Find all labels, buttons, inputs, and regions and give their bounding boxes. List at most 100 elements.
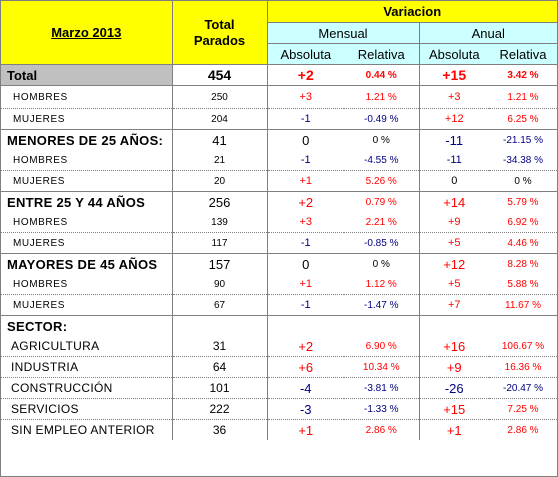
mensual-heading: Mensual — [267, 22, 420, 44]
total-value: 36 — [172, 419, 268, 440]
total-value: 31 — [172, 336, 268, 357]
anual-relativa-value: 3.42 % — [489, 64, 557, 86]
mensual-relativa-value: 0.44 % — [344, 64, 420, 86]
header-row-1: Marzo 2013 Total Parados Variacion — [1, 1, 557, 65]
header-row-2: Mensual Anual — [1, 22, 557, 44]
mensual-relativa-value: -0.85 % — [344, 232, 420, 254]
row-label: ENTRE 25 Y 44 AÑOS — [1, 191, 173, 212]
total-value — [172, 315, 268, 336]
mensual-relativa-value: 0 % — [344, 253, 420, 274]
mensual-relativa-value: -1.33 % — [344, 398, 420, 420]
row-label: SERVICIOS — [1, 398, 173, 420]
table-row-group: MENORES DE 25 AÑOS: 41 0 0 % -11 -21.15 … — [1, 129, 557, 150]
total-value: 454 — [172, 64, 268, 86]
anual-relativa-value: 16.36 % — [489, 356, 557, 378]
table-row-total: Total 454 +2 0.44 % +15 3.42 % — [1, 64, 557, 86]
anual-relativa-value: 6.92 % — [489, 212, 557, 233]
mensual-absoluta-value: -3 — [267, 398, 344, 420]
mensual-relativa-value: 0 % — [344, 129, 420, 150]
total-value: 41 — [172, 129, 268, 150]
header-row-3: Absoluta Relativa Absoluta Relativa — [1, 43, 557, 65]
mensual-relativa-value: 0.79 % — [344, 191, 420, 212]
anual-absoluta-value: +14 — [419, 191, 489, 212]
mensual-absoluta-value: +3 — [267, 85, 344, 109]
row-label: MUJERES — [1, 170, 173, 192]
anual-relativa-value: 4.46 % — [507, 237, 539, 249]
anual-absoluta-value: +12 — [444, 113, 464, 125]
anual-absoluta-value: +16 — [419, 336, 489, 357]
anual-relativa-value: 7.25 % — [489, 398, 557, 420]
row-label: HOMBRES — [1, 212, 173, 233]
mensual-absoluta-value: +6 — [267, 356, 344, 378]
mensual-absoluta-value: -1 — [267, 150, 344, 171]
table-row: MUJERES 67 -1 -1.47 % +7 11.67 % — [1, 294, 557, 316]
table-row: HOMBRES 21 -1 -4.55 % -11 -34.38 % — [1, 150, 557, 171]
mensual-relativa-value: -3.81 % — [344, 377, 420, 399]
mensual-relativa-value: 5.26 % — [344, 170, 420, 192]
total-value: 139 — [172, 212, 268, 233]
mensual-relativa-value: 1.12 % — [344, 274, 420, 295]
table-row: SERVICIOS 222 -3 -1.33 % +15 7.25 % — [1, 398, 557, 420]
anual-absoluta-value: +9 — [419, 356, 489, 378]
anual-absoluta-value: +5 — [447, 237, 461, 249]
mensual-absoluta-value: -1 — [300, 113, 311, 125]
mensual-absoluta-value: +2 — [267, 336, 344, 357]
mensual-absoluta-value: +3 — [267, 212, 344, 233]
table-row: MUJERES 204 -1 -0.49 % +12 6.25 % — [1, 108, 557, 130]
row-label: MAYORES DE 45 AÑOS — [1, 253, 173, 274]
total-value: 101 — [172, 377, 268, 399]
total-value: 64 — [172, 356, 268, 378]
anual-heading: Anual — [419, 22, 557, 44]
anual-absoluta-value: +15 — [419, 64, 489, 86]
mensual-absoluta-value: -1 — [300, 299, 311, 311]
date-heading: Marzo 2013 — [1, 1, 173, 65]
total-value: 250 — [172, 85, 268, 109]
anual-absoluta-value — [419, 315, 489, 336]
mensual-absoluta-value: +2 — [267, 191, 344, 212]
anual-relativa-value: 6.25 % — [507, 113, 539, 125]
anual-absoluta-value: -11 — [419, 129, 489, 150]
total-heading-line2: Parados — [193, 32, 246, 48]
anual-absoluta-value: +7 — [447, 299, 461, 311]
row-label: MUJERES — [1, 232, 173, 254]
total-value: 117 — [172, 232, 268, 254]
total-value: 21 — [172, 150, 268, 171]
table-row: INDUSTRIA 64 +6 10.34 % +9 16.36 % — [1, 356, 557, 378]
row-label: SIN EMPLEO ANTERIOR — [1, 419, 173, 440]
anual-relativa-heading: Relativa — [489, 43, 557, 65]
anual-relativa-value: -20.47 % — [489, 377, 557, 399]
anual-absoluta-value: +1 — [446, 422, 462, 438]
mensual-absoluta-value: -4 — [267, 377, 344, 399]
row-label: MUJERES — [1, 108, 173, 130]
variacion-heading: Variacion — [267, 1, 557, 23]
table-row: MUJERES 117 -1 -0.85 % +5 4.46 % — [1, 232, 557, 254]
anual-absoluta-value: +3 — [419, 85, 489, 109]
table-row: CONSTRUCCIÓN 101 -4 -3.81 % -26 -20.47 % — [1, 377, 557, 399]
anual-absoluta-value: +5 — [419, 274, 489, 295]
table-row: AGRICULTURA 31 +2 6.90 % +16 106.67 % — [1, 336, 557, 357]
unemployment-table: Marzo 2013 Total Parados Variacion Mensua… — [1, 1, 557, 440]
mensual-relativa-value: -1.47 % — [344, 294, 420, 316]
anual-relativa-value: 11.67 % — [505, 299, 541, 311]
mensual-absoluta-value — [267, 315, 344, 336]
table-row: SIN EMPLEO ANTERIOR 36 +1 2.86 % +1 2.86… — [1, 419, 557, 440]
row-label: CONSTRUCCIÓN — [1, 377, 173, 399]
mensual-relativa-value: 1.21 % — [344, 85, 420, 109]
anual-absoluta-value: +9 — [419, 212, 489, 233]
row-label: MENORES DE 25 AÑOS: — [1, 129, 173, 150]
anual-relativa-value: 5.79 % — [489, 191, 557, 212]
mensual-absoluta-value: +2 — [267, 64, 344, 86]
total-value: 222 — [172, 398, 268, 420]
total-value: 20 — [172, 170, 268, 192]
anual-relativa-value: -34.38 % — [489, 150, 557, 171]
row-label: HOMBRES — [1, 85, 173, 109]
row-label: MUJERES — [1, 294, 173, 316]
table-row-section: SECTOR: — [1, 315, 557, 336]
row-label: Total — [1, 64, 173, 86]
anual-absoluta-heading: Absoluta — [419, 43, 489, 65]
row-label: SECTOR: — [1, 315, 173, 336]
mensual-absoluta-value: +1 — [299, 175, 313, 187]
anual-absoluta-value: -11 — [419, 150, 489, 171]
anual-relativa-value: 5.88 % — [489, 274, 557, 295]
